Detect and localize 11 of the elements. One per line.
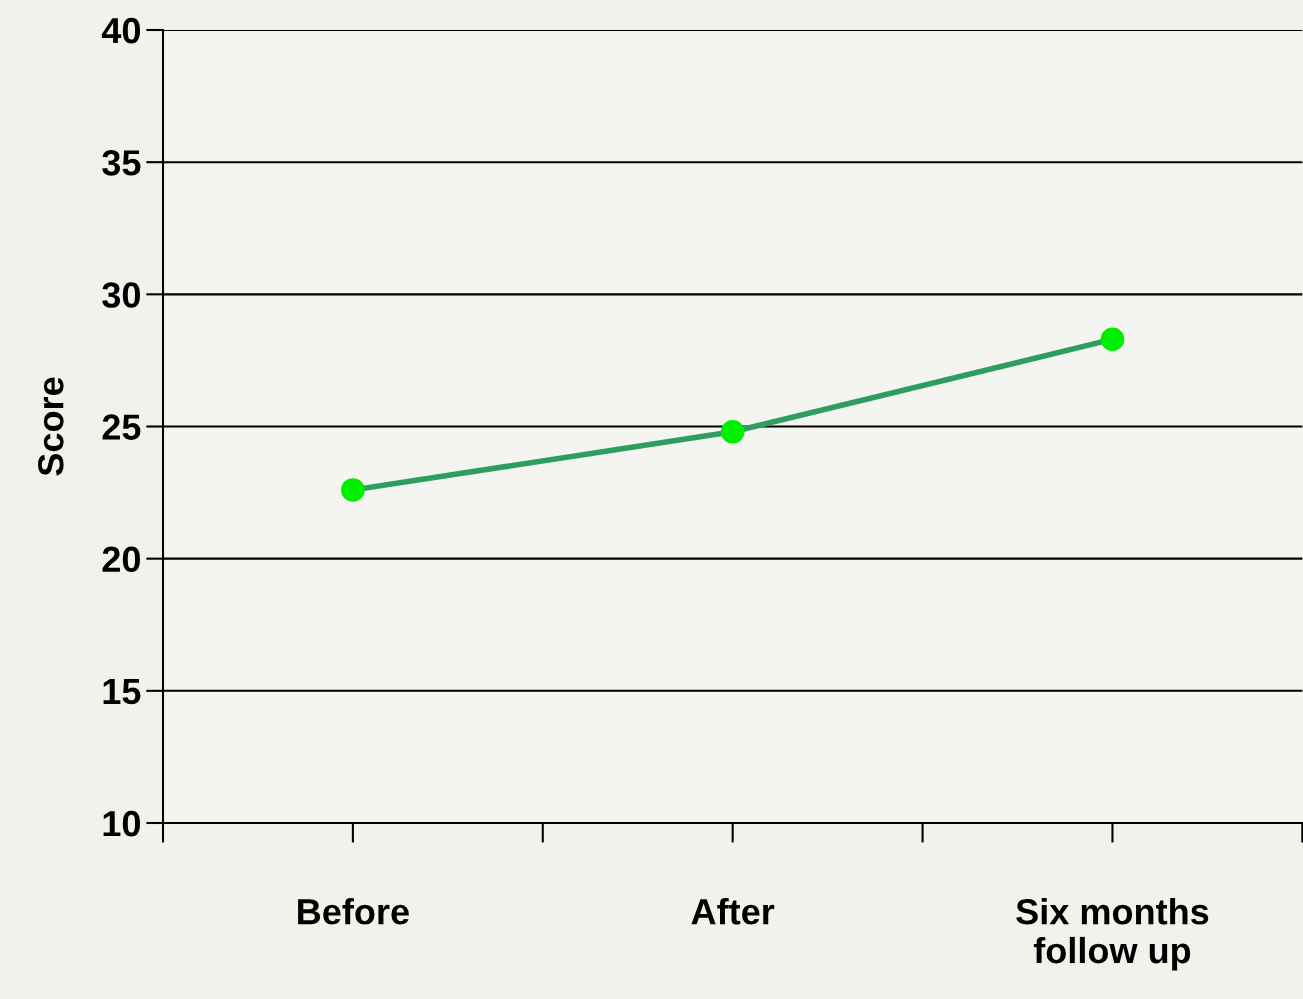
y-tick-label: 20 (102, 546, 140, 573)
y-tick-label: 30 (102, 282, 140, 308)
y-tick-label: 25 (102, 414, 141, 440)
y-tick-label: 35 (102, 150, 141, 176)
x-tick-label: Six months follow up (1016, 898, 1209, 971)
y-tick-label: 10 (103, 810, 140, 837)
x-tick-label: Before (298, 898, 409, 925)
y-axis-title: Score (38, 377, 64, 476)
x-tick-label: After (691, 898, 775, 925)
y-tick-label: 40 (101, 17, 140, 44)
y-tick-label: 15 (103, 679, 141, 705)
